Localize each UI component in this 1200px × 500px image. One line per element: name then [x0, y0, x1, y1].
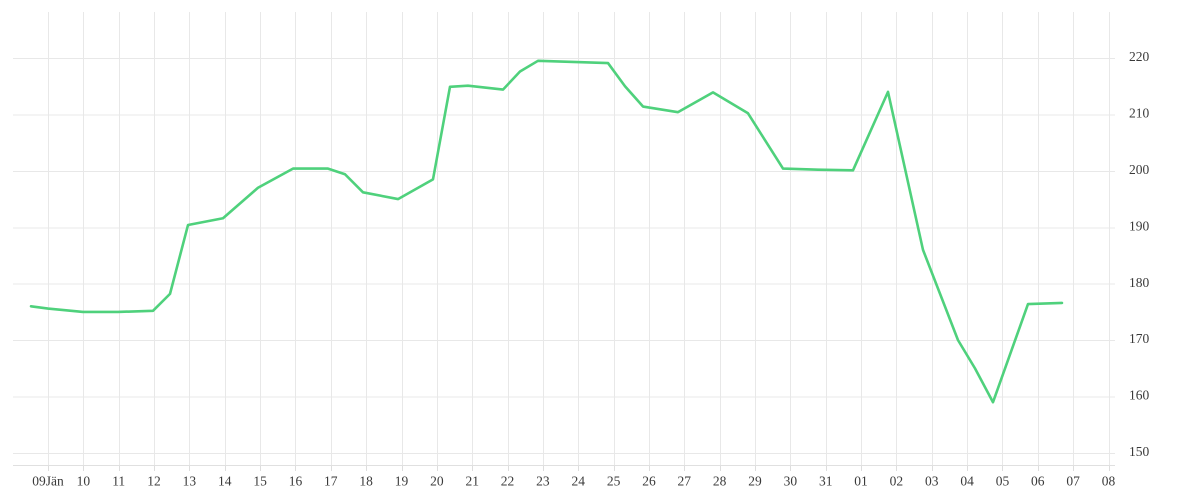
x-tick-label: 16: [289, 474, 303, 489]
y-tick-label: 190: [1129, 218, 1150, 233]
x-tick-label: 12: [147, 474, 161, 489]
x-gridlines-group: [48, 12, 1110, 465]
x-tick-label: 05: [996, 474, 1010, 489]
x-tick-label: 19: [395, 474, 409, 489]
x-tick-label: 04: [960, 474, 974, 489]
x-tick-label: 06: [1031, 474, 1045, 489]
x-tick-label: 18: [359, 474, 373, 489]
x-tick-label: 09Jän: [32, 474, 64, 489]
x-tick-label: 25: [607, 474, 621, 489]
x-tick-label: 10: [77, 474, 91, 489]
x-tick-label: 22: [501, 474, 515, 489]
x-tick-label: 17: [324, 474, 338, 489]
series-line-value: [29, 59, 1064, 404]
x-tick-label: 20: [430, 474, 444, 489]
x-tick-label: 11: [112, 474, 125, 489]
y-axis-tick-labels: 150 160 170 180 190 200 210 220: [1129, 49, 1150, 459]
y-tick-label: 170: [1129, 331, 1150, 346]
x-tick-label: 28: [713, 474, 727, 489]
y-tick-label: 200: [1129, 162, 1150, 177]
y-tick-label: 180: [1129, 275, 1150, 290]
x-tick-label: 01: [854, 474, 868, 489]
x-tick-label: 02: [890, 474, 904, 489]
y-tick-label: 210: [1129, 106, 1150, 121]
x-tick-label: 26: [642, 474, 656, 489]
x-tick-label: 23: [536, 474, 550, 489]
y-gridlines-group: [13, 58, 1115, 454]
x-tick-label: 31: [819, 474, 833, 489]
x-tick-label: 15: [253, 474, 267, 489]
x-tick-label: 03: [925, 474, 939, 489]
x-tick-label: 30: [784, 474, 798, 489]
x-tick-label: 24: [572, 474, 586, 489]
data-series-group: [29, 59, 1064, 404]
x-tick-label: 13: [183, 474, 197, 489]
x-tick-label: 08: [1102, 474, 1116, 489]
x-axis-tick-labels: 09Jän 10 11 12 13 14 15 16 17 18 19 20 21 22 23 24 25 26 2…: [32, 474, 1115, 489]
x-tick-label: 27: [678, 474, 692, 489]
x-tick-label: 29: [748, 474, 762, 489]
y-tick-label: 150: [1129, 444, 1150, 459]
x-tick-label: 07: [1066, 474, 1080, 489]
x-tick-label: 21: [465, 474, 479, 489]
y-tick-label: 160: [1129, 388, 1150, 403]
x-tick-label: 14: [218, 474, 232, 489]
y-tick-label: 220: [1129, 49, 1150, 64]
